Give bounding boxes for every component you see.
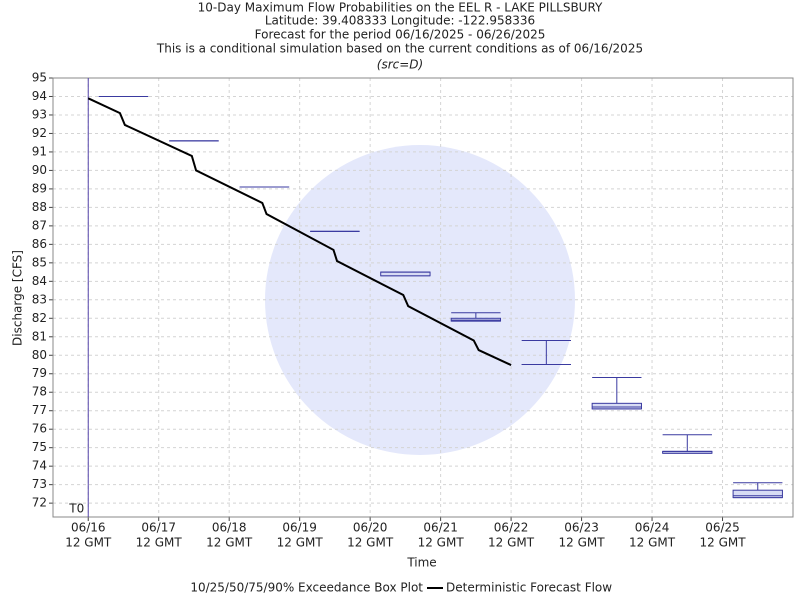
x-tick-time: 12 GMT (488, 536, 535, 550)
y-tick-label: 83 (32, 292, 47, 306)
x-tick-label: 06/24 (635, 521, 670, 535)
forecast-line (87, 97, 512, 366)
y-tick-label: 76 (32, 422, 47, 436)
y-tick-label: 93 (32, 107, 47, 121)
y-tick-label: 88 (32, 200, 47, 214)
y-tick-label: 75 (32, 440, 47, 454)
x-tick-time: 12 GMT (699, 536, 746, 550)
box (591, 402, 642, 410)
x-tick-label: 06/20 (353, 521, 388, 535)
y-tick-label: 79 (32, 366, 47, 380)
x-tick-time: 12 GMT (347, 536, 394, 550)
x-tick-label: 06/21 (423, 521, 458, 535)
x-tick-time: 12 GMT (559, 536, 606, 550)
y-tick-label: 84 (32, 274, 47, 288)
y-tick-label: 87 (32, 218, 47, 232)
y-tick-label: 80 (32, 348, 47, 362)
y-axis-label: Discharge [CFS] (11, 250, 25, 346)
plot-frame (52, 77, 794, 518)
x-tick-label: 06/22 (494, 521, 529, 535)
x-tick-label: 06/17 (141, 521, 176, 535)
y-tick-label: 85 (32, 255, 47, 269)
y-tick-label: 90 (32, 163, 47, 177)
legend-label: Deterministic Forecast Flow (446, 581, 612, 595)
y-tick-label: 89 (32, 181, 47, 195)
legend-label: 10/25/50/75/90% Exceedance Box Plot (190, 581, 423, 595)
y-tick-label: 74 (32, 459, 47, 473)
source-note: (src=D) (377, 58, 423, 72)
x-axis-label: Time (406, 556, 436, 570)
x-tick-label: 06/23 (564, 521, 599, 535)
x-tick-label: 06/25 (705, 521, 740, 535)
start-marker-label: T0 (68, 502, 84, 516)
x-tick-time: 12 GMT (277, 536, 324, 550)
x-tick-label: 06/16 (71, 521, 106, 535)
title-line: Forecast for the period 06/16/2025 - 06/… (255, 28, 546, 42)
y-tick-label: 94 (32, 89, 47, 103)
y-tick-label: 73 (32, 477, 47, 491)
title-line: This is a conditional simulation based o… (156, 42, 643, 56)
x-tick-label: 06/18 (212, 521, 247, 535)
box (732, 489, 783, 499)
y-tick-label: 95 (32, 71, 47, 85)
y-tick-label: 78 (32, 385, 47, 399)
y-tick-label: 86 (32, 237, 47, 251)
x-tick-time: 12 GMT (418, 536, 465, 550)
y-tick-label: 72 (32, 496, 47, 510)
y-tick-label: 82 (32, 311, 47, 325)
x-tick-label: 06/19 (282, 521, 317, 535)
x-tick-time: 12 GMT (629, 536, 676, 550)
y-tick-label: 91 (32, 144, 47, 158)
y-tick-label: 77 (32, 403, 47, 417)
x-tick-time: 12 GMT (65, 536, 112, 550)
box (380, 271, 431, 277)
x-tick-time: 12 GMT (136, 536, 183, 550)
x-tick-time: 12 GMT (206, 536, 253, 550)
title-line: 10-Day Maximum Flow Probabilities on the… (198, 1, 603, 15)
y-tick-label: 81 (32, 329, 47, 343)
y-tick-label: 92 (32, 126, 47, 140)
title-line: Latitude: 39.408333 Longitude: -122.9583… (265, 14, 535, 28)
